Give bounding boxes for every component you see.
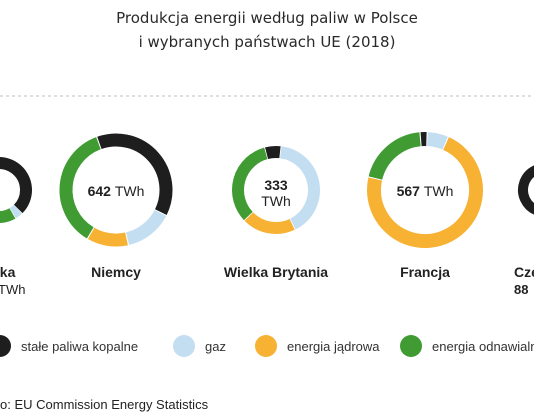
legend-swatch-nuclear <box>255 335 277 357</box>
country-label-wielka-brytania: Wielka Brytania <box>224 264 328 280</box>
legend-swatch-renewable <box>400 335 422 357</box>
legend-item-gas: gaz <box>173 335 226 357</box>
donut-segment-renewable <box>368 132 422 180</box>
country-label-polska: ska <box>0 264 16 280</box>
donut-segment-gas <box>279 146 320 230</box>
legend: stałe paliwa kopalne gaz energia jądrowa… <box>0 335 534 365</box>
country-label-czechy: Cze <box>514 264 534 280</box>
donut-segment-fossil <box>0 157 32 214</box>
legend-item-fossil: stałe paliwa kopalne <box>0 335 138 357</box>
chart-title-block: Produkcja energii według paliw w Polsce … <box>0 6 534 54</box>
donut-segment-gas <box>9 204 23 219</box>
donut-segment-nuclear <box>87 227 128 247</box>
country-total-czechy: 88 <box>514 282 528 297</box>
donut-segment-renewable <box>59 137 101 239</box>
country-total-polska: TWh <box>0 282 25 297</box>
donut-segment-renewable <box>232 147 268 221</box>
legend-swatch-fossil <box>0 335 11 357</box>
donut-total-niemcy: 642 TWh <box>88 183 145 199</box>
donut-segment-nuclear <box>244 212 295 234</box>
donut-segment-fossil <box>518 165 534 215</box>
legend-label-nuclear: energia jądrowa <box>287 338 380 354</box>
donut-segment-fossil <box>97 133 173 215</box>
donut-segment-gas <box>426 132 448 150</box>
donut-segment-nuclear <box>367 137 483 248</box>
country-label-niemcy: Niemcy <box>91 264 141 280</box>
donut-total-wielka-brytania: 333 <box>264 177 288 193</box>
legend-item-nuclear: energia jądrowa <box>255 335 380 357</box>
legend-swatch-gas <box>173 335 195 357</box>
source-note: o: EU Commission Energy Statistics <box>0 397 209 412</box>
donut-total-francja: 567 TWh <box>397 183 454 199</box>
chart-title: Produkcja energii według paliw w Polsce <box>116 9 418 27</box>
legend-label-renewable: energia odnawialna <box>432 338 534 354</box>
legend-label-fossil: stałe paliwa kopalne <box>21 338 139 354</box>
legend-item-renewable: energia odnawialna <box>400 335 534 357</box>
legend-label-gas: gaz <box>205 338 226 354</box>
donut-total-unit-wielka-brytania: TWh <box>261 193 291 209</box>
donut-segment-fossil <box>265 146 281 160</box>
country-label-francja: Francja <box>400 264 450 280</box>
donut-segment-gas <box>125 209 167 245</box>
donut-segment-renewable <box>0 208 16 223</box>
chart-subtitle: i wybranych państwach UE (2018) <box>138 33 396 51</box>
